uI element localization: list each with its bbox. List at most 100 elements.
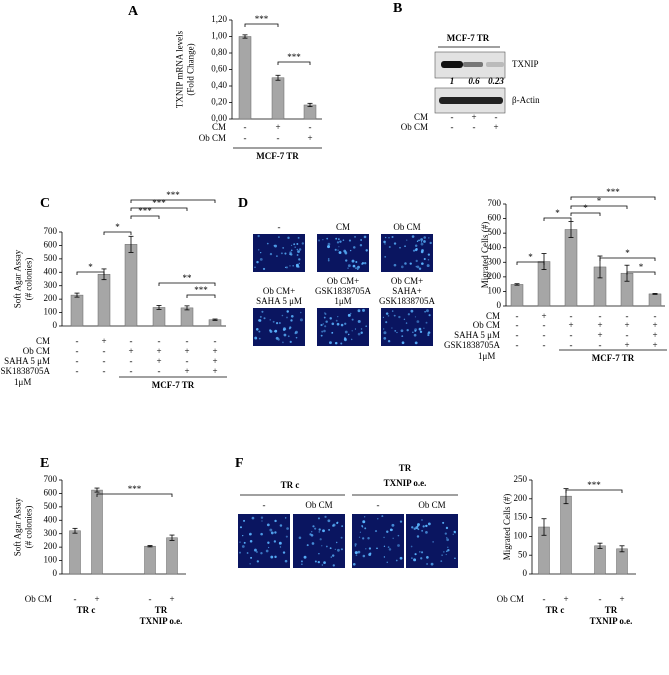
cell-nucleus — [257, 319, 261, 322]
cell-nucleus — [414, 553, 417, 556]
condition-sign: - — [130, 366, 133, 376]
condition-sign: - — [626, 311, 629, 321]
cell-nucleus — [321, 545, 323, 547]
cell-nucleus — [281, 314, 284, 317]
cell-nucleus — [256, 260, 259, 264]
cell-nucleus — [421, 262, 424, 265]
cell-nucleus — [359, 243, 363, 247]
y-tick-label: 50 — [518, 549, 528, 559]
condition-sign: + — [493, 122, 498, 132]
cell-nucleus — [260, 532, 263, 536]
condition-sign: - — [570, 330, 573, 340]
cell-nucleus — [357, 550, 361, 554]
cell-nucleus — [335, 319, 338, 322]
condition-sign: + — [184, 366, 189, 376]
cell-nucleus — [290, 244, 293, 246]
cell-nucleus — [365, 249, 368, 252]
cell-nucleus — [278, 236, 280, 238]
bar — [91, 489, 103, 575]
cell-nucleus — [363, 235, 367, 239]
cell-nucleus — [314, 560, 317, 563]
cell-nucleus — [311, 542, 315, 545]
cell-nucleus — [395, 559, 398, 562]
cell-nucleus — [453, 530, 456, 534]
group-label: MCF-7 TR — [592, 353, 635, 363]
cell-nucleus — [389, 528, 393, 532]
condition-sign: + — [169, 594, 174, 604]
panel-letter: A — [128, 4, 139, 19]
cell-nucleus — [266, 523, 270, 527]
cell-nucleus — [383, 337, 387, 340]
group-label: MCF-7 TR — [152, 380, 195, 390]
cell-nucleus — [416, 265, 420, 269]
cell-nucleus — [393, 314, 396, 317]
cell-nucleus — [445, 553, 447, 556]
cell-nucleus — [420, 250, 424, 254]
cell-nucleus — [286, 316, 288, 319]
cell-nucleus — [312, 525, 315, 528]
condition-label: 1μM — [478, 351, 495, 361]
cell-nucleus — [319, 538, 322, 541]
micrograph-label: Ob CM — [418, 500, 445, 510]
cell-nucleus — [383, 240, 386, 244]
group-label: TXNIP o.e. — [590, 616, 633, 626]
cell-nucleus — [290, 249, 293, 252]
cell-nucleus — [269, 252, 273, 256]
cell-nucleus — [297, 236, 300, 239]
cell-nucleus — [425, 524, 428, 528]
cell-nucleus — [354, 545, 357, 547]
cell-nucleus — [388, 245, 391, 249]
cell-nucleus — [362, 520, 366, 524]
cell-nucleus — [336, 522, 339, 525]
cell-nucleus — [254, 266, 256, 269]
cell-nucleus — [337, 316, 339, 318]
condition-label: GSK1838705A — [0, 366, 50, 376]
cell-nucleus — [329, 341, 332, 345]
cell-nucleus — [242, 534, 244, 537]
cell-nucleus — [273, 330, 276, 333]
cell-nucleus — [331, 322, 335, 326]
cell-nucleus — [275, 322, 279, 325]
cell-nucleus — [318, 553, 320, 555]
bar — [560, 495, 572, 575]
cell-nucleus — [324, 515, 327, 518]
cell-nucleus — [345, 259, 348, 262]
cell-nucleus — [272, 320, 275, 323]
micrograph-label: SAHA 5 μM — [256, 296, 302, 306]
condition-label: Ob CM — [473, 320, 500, 330]
condition-label: CM — [414, 112, 428, 122]
cell-nucleus — [269, 330, 273, 333]
cell-nucleus — [387, 315, 390, 317]
cell-nucleus — [427, 331, 431, 334]
condition-sign: - — [626, 330, 629, 340]
condition-sign: - — [599, 594, 602, 604]
blot-band — [439, 97, 503, 104]
cell-nucleus — [360, 328, 363, 330]
cell-nucleus — [393, 242, 397, 245]
micrograph-label: - — [278, 222, 281, 232]
cell-nucleus — [414, 341, 418, 345]
condition-label: SAHA 5 μM — [4, 356, 50, 366]
significance-bracket — [158, 282, 216, 286]
y-tick-label: 300 — [488, 256, 502, 266]
micrograph-label: Ob CM — [305, 500, 332, 510]
cell-nucleus — [383, 545, 386, 547]
significance-label: *** — [166, 190, 180, 200]
cell-nucleus — [267, 546, 270, 549]
micrograph — [381, 308, 433, 346]
bar — [564, 229, 578, 307]
y-tick-label: 100 — [514, 530, 528, 540]
cell-nucleus — [352, 264, 356, 268]
cell-nucleus — [320, 334, 323, 337]
cell-nucleus — [411, 557, 413, 559]
cell-nucleus — [391, 327, 393, 329]
cell-nucleus — [278, 541, 282, 545]
cell-nucleus — [362, 537, 365, 540]
cell-nucleus — [415, 526, 419, 530]
cell-nucleus — [353, 246, 356, 249]
cell-nucleus — [391, 523, 395, 527]
significance-label: * — [528, 252, 533, 262]
bar — [166, 537, 178, 575]
y-tick-label: 0,80 — [211, 47, 227, 57]
